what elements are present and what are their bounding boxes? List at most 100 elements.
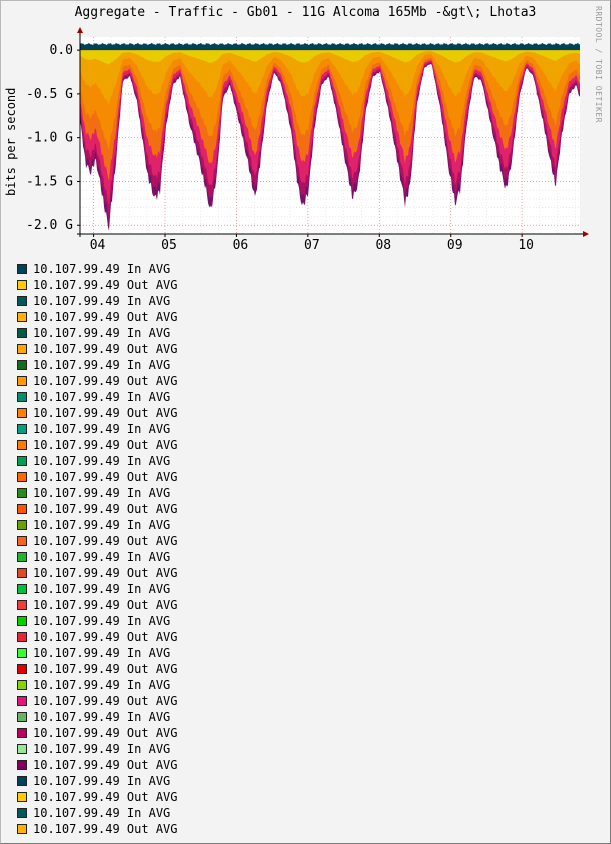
legend-item: 10.107.99.49 Out AVG: [17, 501, 178, 517]
legend-swatch: [17, 616, 27, 626]
legend-label: 10.107.99.49 Out AVG: [33, 278, 178, 292]
legend-swatch: [17, 472, 27, 482]
y-tick-label: -0.5 G: [26, 87, 73, 102]
out-traffic-area: [80, 50, 580, 105]
legend-item: 10.107.99.49 Out AVG: [17, 629, 178, 645]
legend-swatch: [17, 744, 27, 754]
legend-label: 10.107.99.49 Out AVG: [33, 822, 178, 836]
legend-label: 10.107.99.49 Out AVG: [33, 310, 178, 324]
legend-label: 10.107.99.49 Out AVG: [33, 662, 178, 676]
legend-label: 10.107.99.49 Out AVG: [33, 502, 178, 516]
legend-label: 10.107.99.49 Out AVG: [33, 374, 178, 388]
legend-item: 10.107.99.49 Out AVG: [17, 341, 178, 357]
legend-swatch: [17, 488, 27, 498]
legend-swatch: [17, 456, 27, 466]
legend-swatch: [17, 360, 27, 370]
legend-item: 10.107.99.49 Out AVG: [17, 437, 178, 453]
legend-item: 10.107.99.49 In AVG: [17, 389, 178, 405]
legend-swatch: [17, 808, 27, 818]
legend-label: 10.107.99.49 Out AVG: [33, 758, 178, 772]
legend-item: 10.107.99.49 Out AVG: [17, 757, 178, 773]
legend-item: 10.107.99.49 In AVG: [17, 517, 178, 533]
chart-title: Aggregate - Traffic - Gb01 - 11G Alcoma …: [74, 5, 537, 20]
legend-swatch: [17, 792, 27, 802]
legend-item: 10.107.99.49 Out AVG: [17, 693, 178, 709]
axes: [77, 27, 589, 237]
legend-label: 10.107.99.49 In AVG: [33, 294, 171, 308]
y-tick-label: -2.0 G: [26, 218, 73, 233]
legend-swatch: [17, 696, 27, 706]
legend-swatch: [17, 280, 27, 290]
stacked-areas: [80, 42, 580, 231]
legend-swatch: [17, 344, 27, 354]
x-tick-label: 06: [233, 238, 249, 253]
legend-label: 10.107.99.49 In AVG: [33, 742, 171, 756]
legend-item: 10.107.99.49 In AVG: [17, 613, 178, 629]
y-axis-arrow: [77, 27, 83, 33]
legend-label: 10.107.99.49 Out AVG: [33, 598, 178, 612]
legend-item: 10.107.99.49 In AVG: [17, 453, 178, 469]
legend-label: 10.107.99.49 In AVG: [33, 806, 171, 820]
legend-item: 10.107.99.49 In AVG: [17, 581, 178, 597]
legend-swatch: [17, 584, 27, 594]
plot-area: 0.0 -0.5 G -1.0 G -1.5 G -2.0 G 04 05 06 07 08 09…: [26, 27, 589, 253]
x-axis-arrow: [583, 231, 589, 237]
x-tick-labels: 04 05 06 07 08 09 10: [90, 238, 534, 253]
out-traffic-area: [80, 50, 580, 65]
legend-item: 10.107.99.49 In AVG: [17, 773, 178, 789]
legend-label: 10.107.99.49 In AVG: [33, 646, 171, 660]
legend-label: 10.107.99.49 Out AVG: [33, 790, 178, 804]
legend-label: 10.107.99.49 In AVG: [33, 262, 171, 276]
legend-label: 10.107.99.49 Out AVG: [33, 534, 178, 548]
x-tick-label: 08: [375, 238, 391, 253]
legend-swatch: [17, 728, 27, 738]
legend-swatch: [17, 600, 27, 610]
legend-swatch: [17, 568, 27, 578]
legend-label: 10.107.99.49 In AVG: [33, 614, 171, 628]
x-tick-label: 10: [518, 238, 534, 253]
legend-label: 10.107.99.49 Out AVG: [33, 566, 178, 580]
legend-item: 10.107.99.49 In AVG: [17, 261, 178, 277]
legend-label: 10.107.99.49 Out AVG: [33, 438, 178, 452]
legend-item: 10.107.99.49 In AVG: [17, 549, 178, 565]
in-traffic-area: [80, 42, 580, 51]
legend-swatch: [17, 536, 27, 546]
legend-item: 10.107.99.49 Out AVG: [17, 725, 178, 741]
legend-label: 10.107.99.49 In AVG: [33, 390, 171, 404]
legend-swatch: [17, 664, 27, 674]
y-tick-labels: 0.0 -0.5 G -1.0 G -1.5 G -2.0 G: [26, 43, 73, 233]
legend-item: 10.107.99.49 Out AVG: [17, 533, 178, 549]
legend-swatch: [17, 648, 27, 658]
y-tick-label: -1.0 G: [26, 131, 73, 146]
y-tick-label: -1.5 G: [26, 174, 73, 189]
legend-swatch: [17, 408, 27, 418]
legend-label: 10.107.99.49 Out AVG: [33, 694, 178, 708]
legend-swatch: [17, 296, 27, 306]
legend-label: 10.107.99.49 Out AVG: [33, 726, 178, 740]
legend: 10.107.99.49 In AVG 10.107.99.49 Out AVG 1…: [17, 261, 178, 837]
legend-label: 10.107.99.49 In AVG: [33, 582, 171, 596]
legend-item: 10.107.99.49 In AVG: [17, 741, 178, 757]
legend-label: 10.107.99.49 In AVG: [33, 358, 171, 372]
legend-swatch: [17, 680, 27, 690]
legend-label: 10.107.99.49 Out AVG: [33, 630, 178, 644]
legend-item: 10.107.99.49 Out AVG: [17, 373, 178, 389]
legend-item: 10.107.99.49 Out AVG: [17, 309, 178, 325]
legend-label: 10.107.99.49 In AVG: [33, 710, 171, 724]
legend-item: 10.107.99.49 In AVG: [17, 325, 178, 341]
legend-item: 10.107.99.49 In AVG: [17, 421, 178, 437]
legend-swatch: [17, 376, 27, 386]
legend-swatch: [17, 776, 27, 786]
legend-item: 10.107.99.49 Out AVG: [17, 405, 178, 421]
legend-swatch: [17, 264, 27, 274]
legend-label: 10.107.99.49 Out AVG: [33, 470, 178, 484]
legend-label: 10.107.99.49 In AVG: [33, 486, 171, 500]
legend-swatch: [17, 632, 27, 642]
legend-item: 10.107.99.49 Out AVG: [17, 469, 178, 485]
legend-swatch: [17, 760, 27, 770]
legend-item: 10.107.99.49 Out AVG: [17, 277, 178, 293]
legend-item: 10.107.99.49 Out AVG: [17, 821, 178, 837]
legend-swatch: [17, 712, 27, 722]
legend-label: 10.107.99.49 In AVG: [33, 326, 171, 340]
legend-label: 10.107.99.49 Out AVG: [33, 406, 178, 420]
